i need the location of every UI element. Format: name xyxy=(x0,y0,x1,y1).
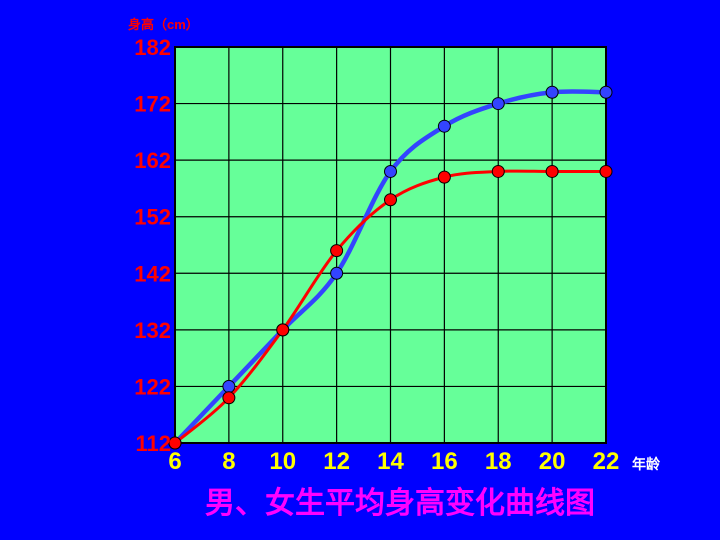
series-1-point-0 xyxy=(168,436,182,450)
grid xyxy=(174,46,607,444)
series-line-1 xyxy=(173,169,608,445)
x-tick-label-4: 14 xyxy=(377,448,404,475)
series-1-point-4 xyxy=(384,193,397,207)
y-tick-label-7: 182 xyxy=(134,35,171,60)
x-tick-label-2: 10 xyxy=(269,448,296,475)
x-tick-label-1: 8 xyxy=(222,448,235,475)
x-tick-label-5: 16 xyxy=(431,448,458,475)
x-tick-label-0: 6 xyxy=(168,448,181,475)
x-axis-label: 年龄 xyxy=(632,456,661,472)
series-1-point-7 xyxy=(545,164,559,178)
series-0-point-1 xyxy=(222,379,236,393)
series-0-point-5 xyxy=(437,119,451,133)
series-1-point-5 xyxy=(437,170,451,184)
series-1-point-1 xyxy=(222,391,236,405)
y-tick-label-1: 122 xyxy=(134,374,171,399)
chart-title: 男、女生平均身高变化曲线图 xyxy=(205,486,595,520)
series-layer xyxy=(168,85,613,450)
series-1-point-2 xyxy=(276,323,290,337)
y-tick-label-5: 162 xyxy=(134,148,171,173)
x-tick-label-6: 18 xyxy=(485,448,512,475)
series-1-point-3 xyxy=(330,244,344,258)
y-axis-label: 身高（cm） xyxy=(128,17,199,32)
y-tick-labels: 112 122 132 142 152 162 172 182 xyxy=(134,35,171,456)
y-tick-label-6: 172 xyxy=(134,92,171,117)
x-tick-label-7: 20 xyxy=(539,448,566,475)
y-tick-label-3: 142 xyxy=(134,261,171,286)
series-line-0 xyxy=(172,89,609,446)
y-tick-label-2: 132 xyxy=(134,318,171,343)
y-tick-label-4: 152 xyxy=(134,205,171,230)
series-1-point-8 xyxy=(599,164,613,178)
series-0-point-6 xyxy=(491,97,505,111)
series-0-point-7 xyxy=(545,85,559,99)
series-0-point-8 xyxy=(599,85,613,99)
series-0-point-3 xyxy=(330,266,344,280)
series-1-point-6 xyxy=(491,164,505,178)
x-tick-label-8: 22 xyxy=(593,448,620,475)
x-tick-labels: 6 8 10 12 14 16 18 20 22 xyxy=(168,448,619,475)
x-tick-label-3: 12 xyxy=(323,448,350,475)
y-tick-label-0: 112 xyxy=(136,431,172,456)
series-0-point-4 xyxy=(384,164,397,178)
